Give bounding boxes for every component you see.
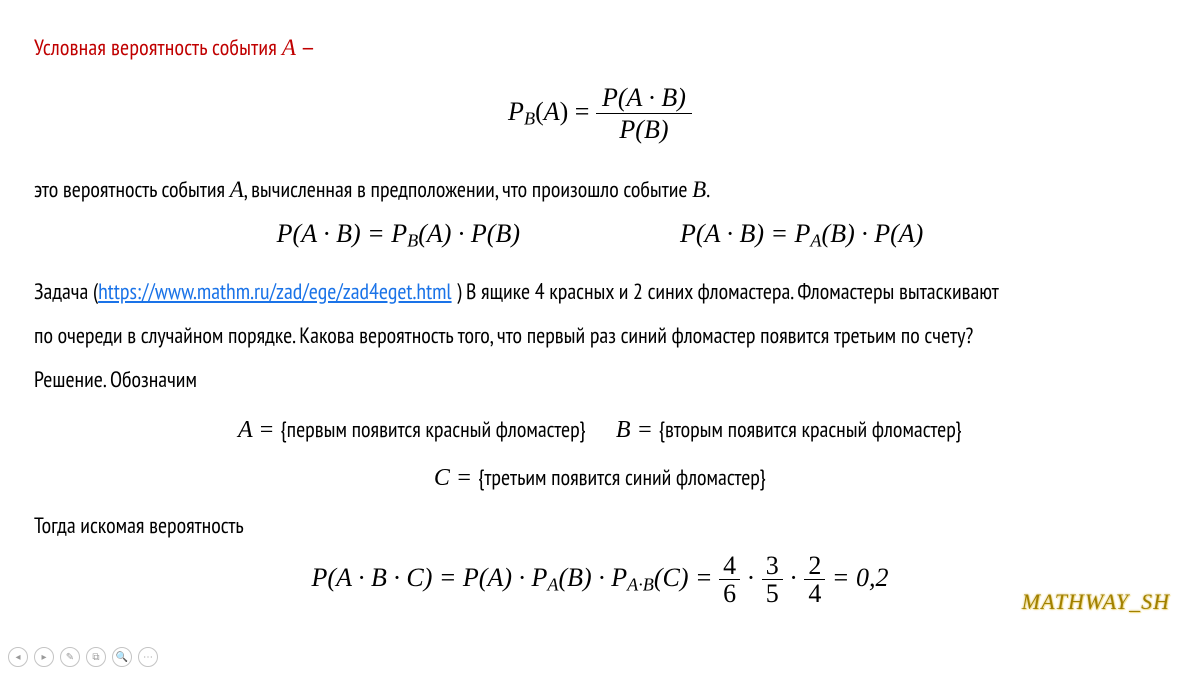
task-lead: Задача ( <box>34 278 98 306</box>
f2-den: 5 <box>762 579 783 607</box>
nav-more-button[interactable]: ⋯ <box>138 647 158 667</box>
nav-next-button[interactable]: ▸ <box>34 647 54 667</box>
slide: Условная вероятность события A — PB(A) =… <box>0 0 1200 675</box>
pair-right-1: P(A · B) = P <box>680 219 810 248</box>
nav-prev-button[interactable]: ◂ <box>8 647 28 667</box>
multiplication-formulas: P(A · B) = PB(A) · P(B) P(A · B) = PA(B)… <box>34 219 1166 252</box>
explain-A: A <box>230 177 244 202</box>
conditional-probability-formula: PB(A) = P(A · B) P(B) <box>34 84 1166 144</box>
explain-post: . <box>706 176 710 204</box>
nav-edit-button[interactable]: ✎ <box>60 647 80 667</box>
explain-mid: , вычисленная в предположении, что произ… <box>244 176 692 204</box>
title-text: Условная вероятность события <box>34 34 282 62</box>
frac-1: 46 <box>719 552 740 608</box>
event-C-eq: C = <box>434 465 478 491</box>
nav-copy-button[interactable]: ⧉ <box>86 647 106 667</box>
dot-2: · <box>789 563 804 592</box>
f3-den: 4 <box>804 579 825 607</box>
final-computation: P(A · B · C) = P(A) · PA(B) · PA·B(C) = … <box>34 552 1166 608</box>
then-text: Тогда искомая вероятность <box>34 512 1166 540</box>
final-mid1: (B) · P <box>559 563 628 592</box>
event-C-text: {третьим появится синий фломастер} <box>478 464 766 492</box>
event-A-eq: A = <box>238 417 280 443</box>
pair-left-2: (A) · P(B) <box>418 219 520 248</box>
f1-den: 6 <box>719 579 740 607</box>
task-line2: по очереди в случайном порядке. Какова в… <box>34 322 973 350</box>
explanation: это вероятность события A, вычисленная в… <box>34 168 1166 212</box>
explain-B: B <box>692 177 706 202</box>
final-result: = 0,2 <box>832 563 889 592</box>
explain-pre: это вероятность события <box>34 176 230 204</box>
event-B-text: {вторым появится красный фломастер} <box>659 416 962 444</box>
events-definitions: A = {первым появится красный фломастер} … <box>34 406 1166 502</box>
watermark: MATHWAY_SH <box>1022 589 1170 615</box>
task-link[interactable]: https://www.mathm.ru/zad/ege/zad4eget.ht… <box>98 278 451 306</box>
pair-right-2: (B) · P(A) <box>822 219 924 248</box>
f1-num: 4 <box>719 552 740 579</box>
formula-right: P(A · B) = PA(B) · P(A) <box>680 219 923 252</box>
final-sub-A: A <box>547 574 558 594</box>
lhs-P: P <box>508 97 524 126</box>
task-block: Задача (https://www.mathm.ru/zad/ege/zad… <box>34 270 1166 402</box>
nav-bar: ◂ ▸ ✎ ⧉ 🔍 ⋯ <box>8 647 158 667</box>
final-lhs: P(A · B · C) = P(A) · P <box>312 563 548 592</box>
numerator: P(A · B) <box>596 84 692 113</box>
formula-left: P(A · B) = PB(A) · P(B) <box>277 219 520 252</box>
final-sub-AB: A·B <box>627 574 654 594</box>
pair-left-sub: B <box>407 231 418 251</box>
task-line3: Решение. Обозначим <box>34 366 197 394</box>
denominator: P(B) <box>596 113 692 143</box>
pair-right-sub: A <box>810 231 821 251</box>
title-dash: — <box>296 34 315 62</box>
task-after-url: ) В ящике 4 красных и 2 синих фломастера… <box>452 278 999 306</box>
title-var-A: A <box>282 35 296 60</box>
dot-1: · <box>747 563 762 592</box>
f3-num: 2 <box>804 552 825 579</box>
f2-num: 3 <box>762 552 783 579</box>
event-A-text: {первым появится красный фломастер} <box>280 416 585 444</box>
fraction: P(A · B) P(B) <box>596 84 692 144</box>
page-title: Условная вероятность события A — <box>34 34 1166 62</box>
event-B-eq: B = <box>616 417 659 443</box>
frac-2: 35 <box>762 552 783 608</box>
lhs-sub-B: B <box>524 108 535 128</box>
pair-left-1: P(A · B) = P <box>277 219 407 248</box>
nav-zoom-button[interactable]: 🔍 <box>112 647 132 667</box>
lhs-arg-A: A <box>544 97 560 126</box>
frac-3: 24 <box>804 552 825 608</box>
final-mid2: (C) = <box>654 563 719 592</box>
